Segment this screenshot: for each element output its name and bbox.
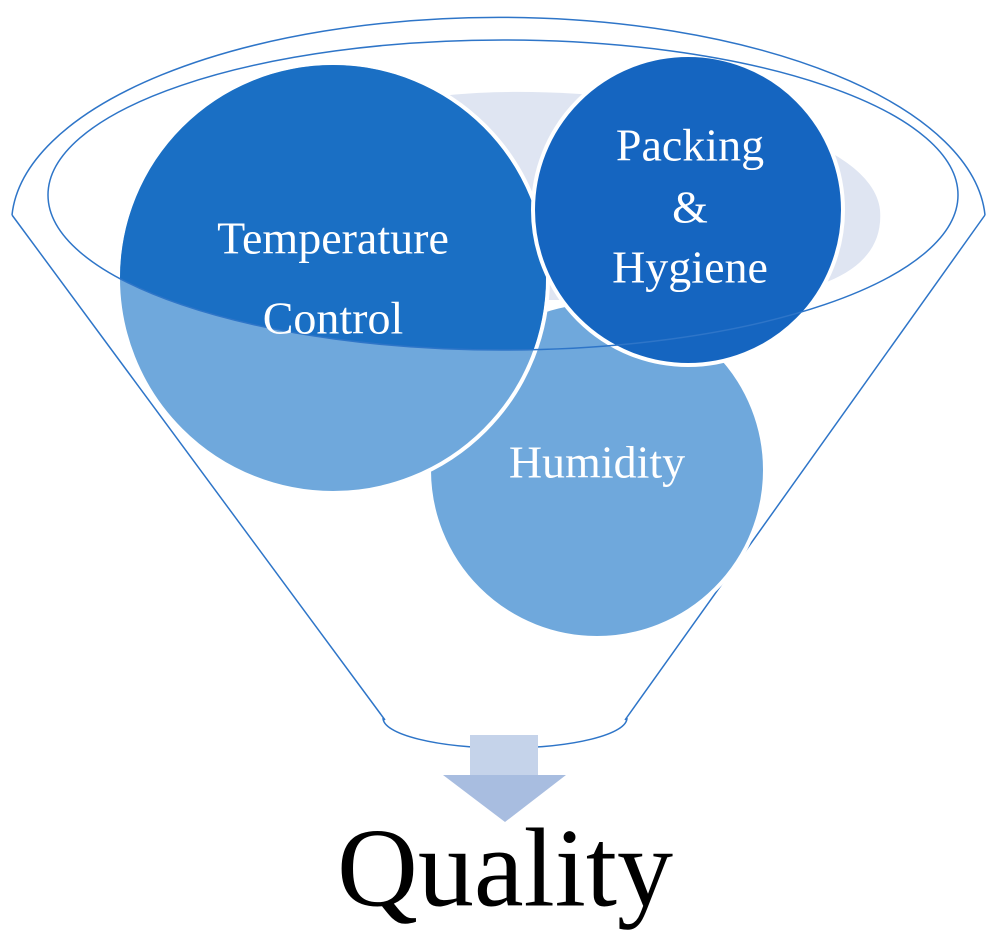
node-label: Control — [263, 293, 404, 344]
arrow-stem — [470, 735, 538, 775]
outer-rim — [11, 16, 986, 216]
result-label: Quality — [337, 807, 673, 931]
node-circle-shade — [120, 65, 546, 350]
funnel-side — [624, 214, 986, 721]
arrow-head — [443, 775, 566, 822]
node-circle — [531, 53, 845, 367]
node-label: Temperature — [217, 213, 449, 264]
inner-rim — [47, 39, 959, 351]
funnel-outline — [11, 16, 986, 749]
node-label: Humidity — [509, 437, 685, 488]
node-label: Hygiene — [612, 242, 768, 293]
node-label: & — [672, 182, 708, 233]
down-arrow — [443, 735, 566, 822]
node-label: Packing — [616, 120, 764, 171]
funnel-side — [11, 214, 386, 721]
